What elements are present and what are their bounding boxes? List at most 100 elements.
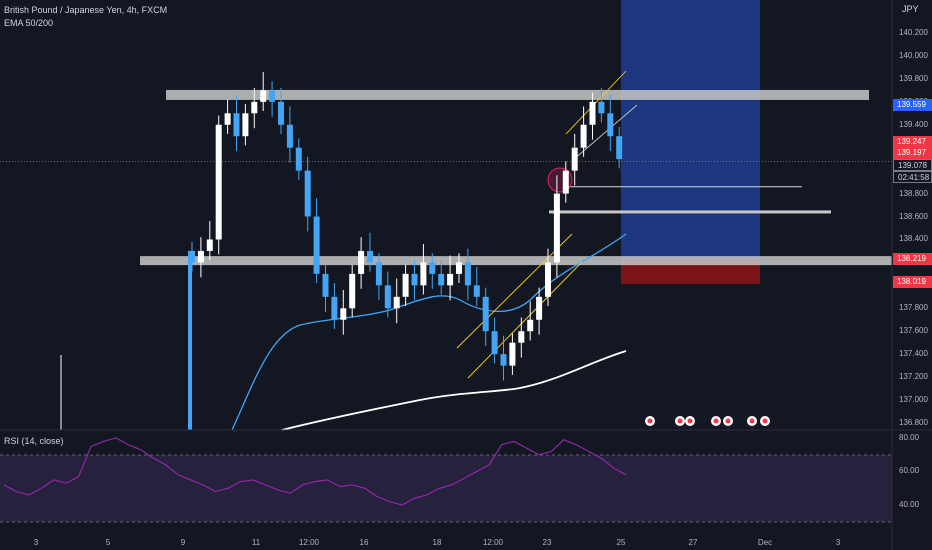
price-badge: 139.247 xyxy=(893,136,932,148)
candle-body xyxy=(224,113,231,125)
price-tick-label: 138.600 xyxy=(899,211,928,221)
candle-body xyxy=(464,262,471,286)
ema-200-line xyxy=(281,350,627,431)
chart-legend: British Pound / Japanese Yen, 4h, FXCM E… xyxy=(4,4,167,30)
candle-body xyxy=(233,113,240,137)
candle-body xyxy=(509,342,516,366)
candle-body xyxy=(473,285,480,297)
horizontal-levels[interactable] xyxy=(0,89,892,266)
event-icon xyxy=(723,416,733,426)
price-tick-label: 140.000 xyxy=(899,50,928,60)
channel-line xyxy=(565,70,627,135)
candle-body xyxy=(598,101,605,114)
symbol-title[interactable]: British Pound / Japanese Yen, 4h, FXCM xyxy=(4,5,168,15)
candle-body xyxy=(384,285,391,309)
candle-body xyxy=(322,273,329,297)
support-zone xyxy=(140,256,892,266)
event-icon-dot xyxy=(749,418,755,424)
time-tick-label: 18 xyxy=(432,538,442,547)
price-badge: 02:41:58 xyxy=(893,171,932,183)
rsi-line xyxy=(3,437,627,506)
candle-body xyxy=(527,319,534,332)
price-tick-label: 137.400 xyxy=(899,349,928,359)
time-tick-label: 12:00 xyxy=(482,538,504,547)
time-tick-label: 16 xyxy=(359,538,369,547)
time-tick-label: Dec xyxy=(757,538,773,547)
candle-body xyxy=(304,170,311,217)
event-icon xyxy=(685,416,695,426)
candle-body xyxy=(260,90,267,102)
price-badge: 138.219 xyxy=(893,253,932,265)
candle-body xyxy=(269,90,276,102)
event-icon xyxy=(747,416,757,426)
time-tick-label: 11 xyxy=(251,538,261,547)
price-tick-label: 137.200 xyxy=(899,372,928,382)
candle-body xyxy=(340,308,347,320)
candle-body xyxy=(553,193,560,263)
rsi-title[interactable]: RSI (14, close) xyxy=(4,436,64,446)
time-tick-label: 27 xyxy=(688,538,698,547)
time-tick-label: 5 xyxy=(105,538,111,547)
indicator-title[interactable]: EMA 50/200 xyxy=(4,18,54,28)
price-tick-label: 137.800 xyxy=(899,303,928,313)
target-zone[interactable] xyxy=(621,0,760,285)
candle-body xyxy=(251,101,258,114)
event-icon-dot xyxy=(713,418,719,424)
time-tick-label: 9 xyxy=(180,538,186,547)
candle-body xyxy=(402,273,409,297)
time-tick-label: 23 xyxy=(542,538,552,547)
event-icon-dot xyxy=(687,418,693,424)
candle-body xyxy=(438,273,445,286)
candle-body xyxy=(242,113,249,137)
event-icons[interactable] xyxy=(645,416,770,426)
time-tick-label: 25 xyxy=(616,538,626,547)
candle-body xyxy=(286,124,293,148)
candle-body xyxy=(589,101,596,125)
take-profit-zone xyxy=(621,0,760,261)
price-badge: 139.197 xyxy=(893,147,932,159)
rsi-tick-label: 80.00 xyxy=(899,433,920,442)
channel-line xyxy=(467,261,583,379)
price-tick-label: 139.800 xyxy=(899,73,928,83)
candle-body xyxy=(536,296,543,320)
candle-body xyxy=(456,262,462,274)
event-icon xyxy=(645,416,655,426)
candle-body xyxy=(482,296,489,332)
rsi-tick-label: 40.00 xyxy=(899,500,920,509)
time-tick-label: 12:00 xyxy=(298,538,320,547)
price-tick-label: 137.000 xyxy=(899,395,928,405)
candle-body xyxy=(420,262,427,286)
currency-label[interactable]: JPY xyxy=(902,4,919,14)
price-tick-label: 137.600 xyxy=(899,326,928,336)
candle-body xyxy=(278,101,284,125)
candle-body xyxy=(188,250,192,430)
candle-body xyxy=(358,250,365,274)
rsi-pane xyxy=(0,437,892,523)
rsi-band xyxy=(0,455,892,522)
price-badge: 139.078 xyxy=(893,159,932,171)
candle-body xyxy=(411,273,418,286)
candle-body xyxy=(349,273,356,309)
price-badge: 138.019 xyxy=(893,276,932,288)
event-icon-dot xyxy=(677,418,683,424)
price-badge: 139.559 xyxy=(893,99,932,111)
candle-body xyxy=(313,216,320,274)
price-tick-label: 136.800 xyxy=(899,418,928,427)
candle-body xyxy=(197,250,204,263)
event-icon-dot xyxy=(647,418,653,424)
candle-body xyxy=(295,147,302,171)
candle-body xyxy=(206,239,213,251)
candle-body xyxy=(562,170,569,194)
candle-body xyxy=(393,296,400,309)
price-tick-label: 139.400 xyxy=(899,119,928,129)
candle-body xyxy=(607,113,614,137)
candle-body xyxy=(571,147,578,171)
event-icon-dot xyxy=(762,418,768,424)
candle-body xyxy=(616,136,623,160)
ema-200-path xyxy=(281,350,627,431)
event-icon-dot xyxy=(725,418,731,424)
price-tick-label: 140.200 xyxy=(899,28,928,37)
price-tick-label: 138.400 xyxy=(899,234,928,244)
candle-body xyxy=(447,273,454,286)
